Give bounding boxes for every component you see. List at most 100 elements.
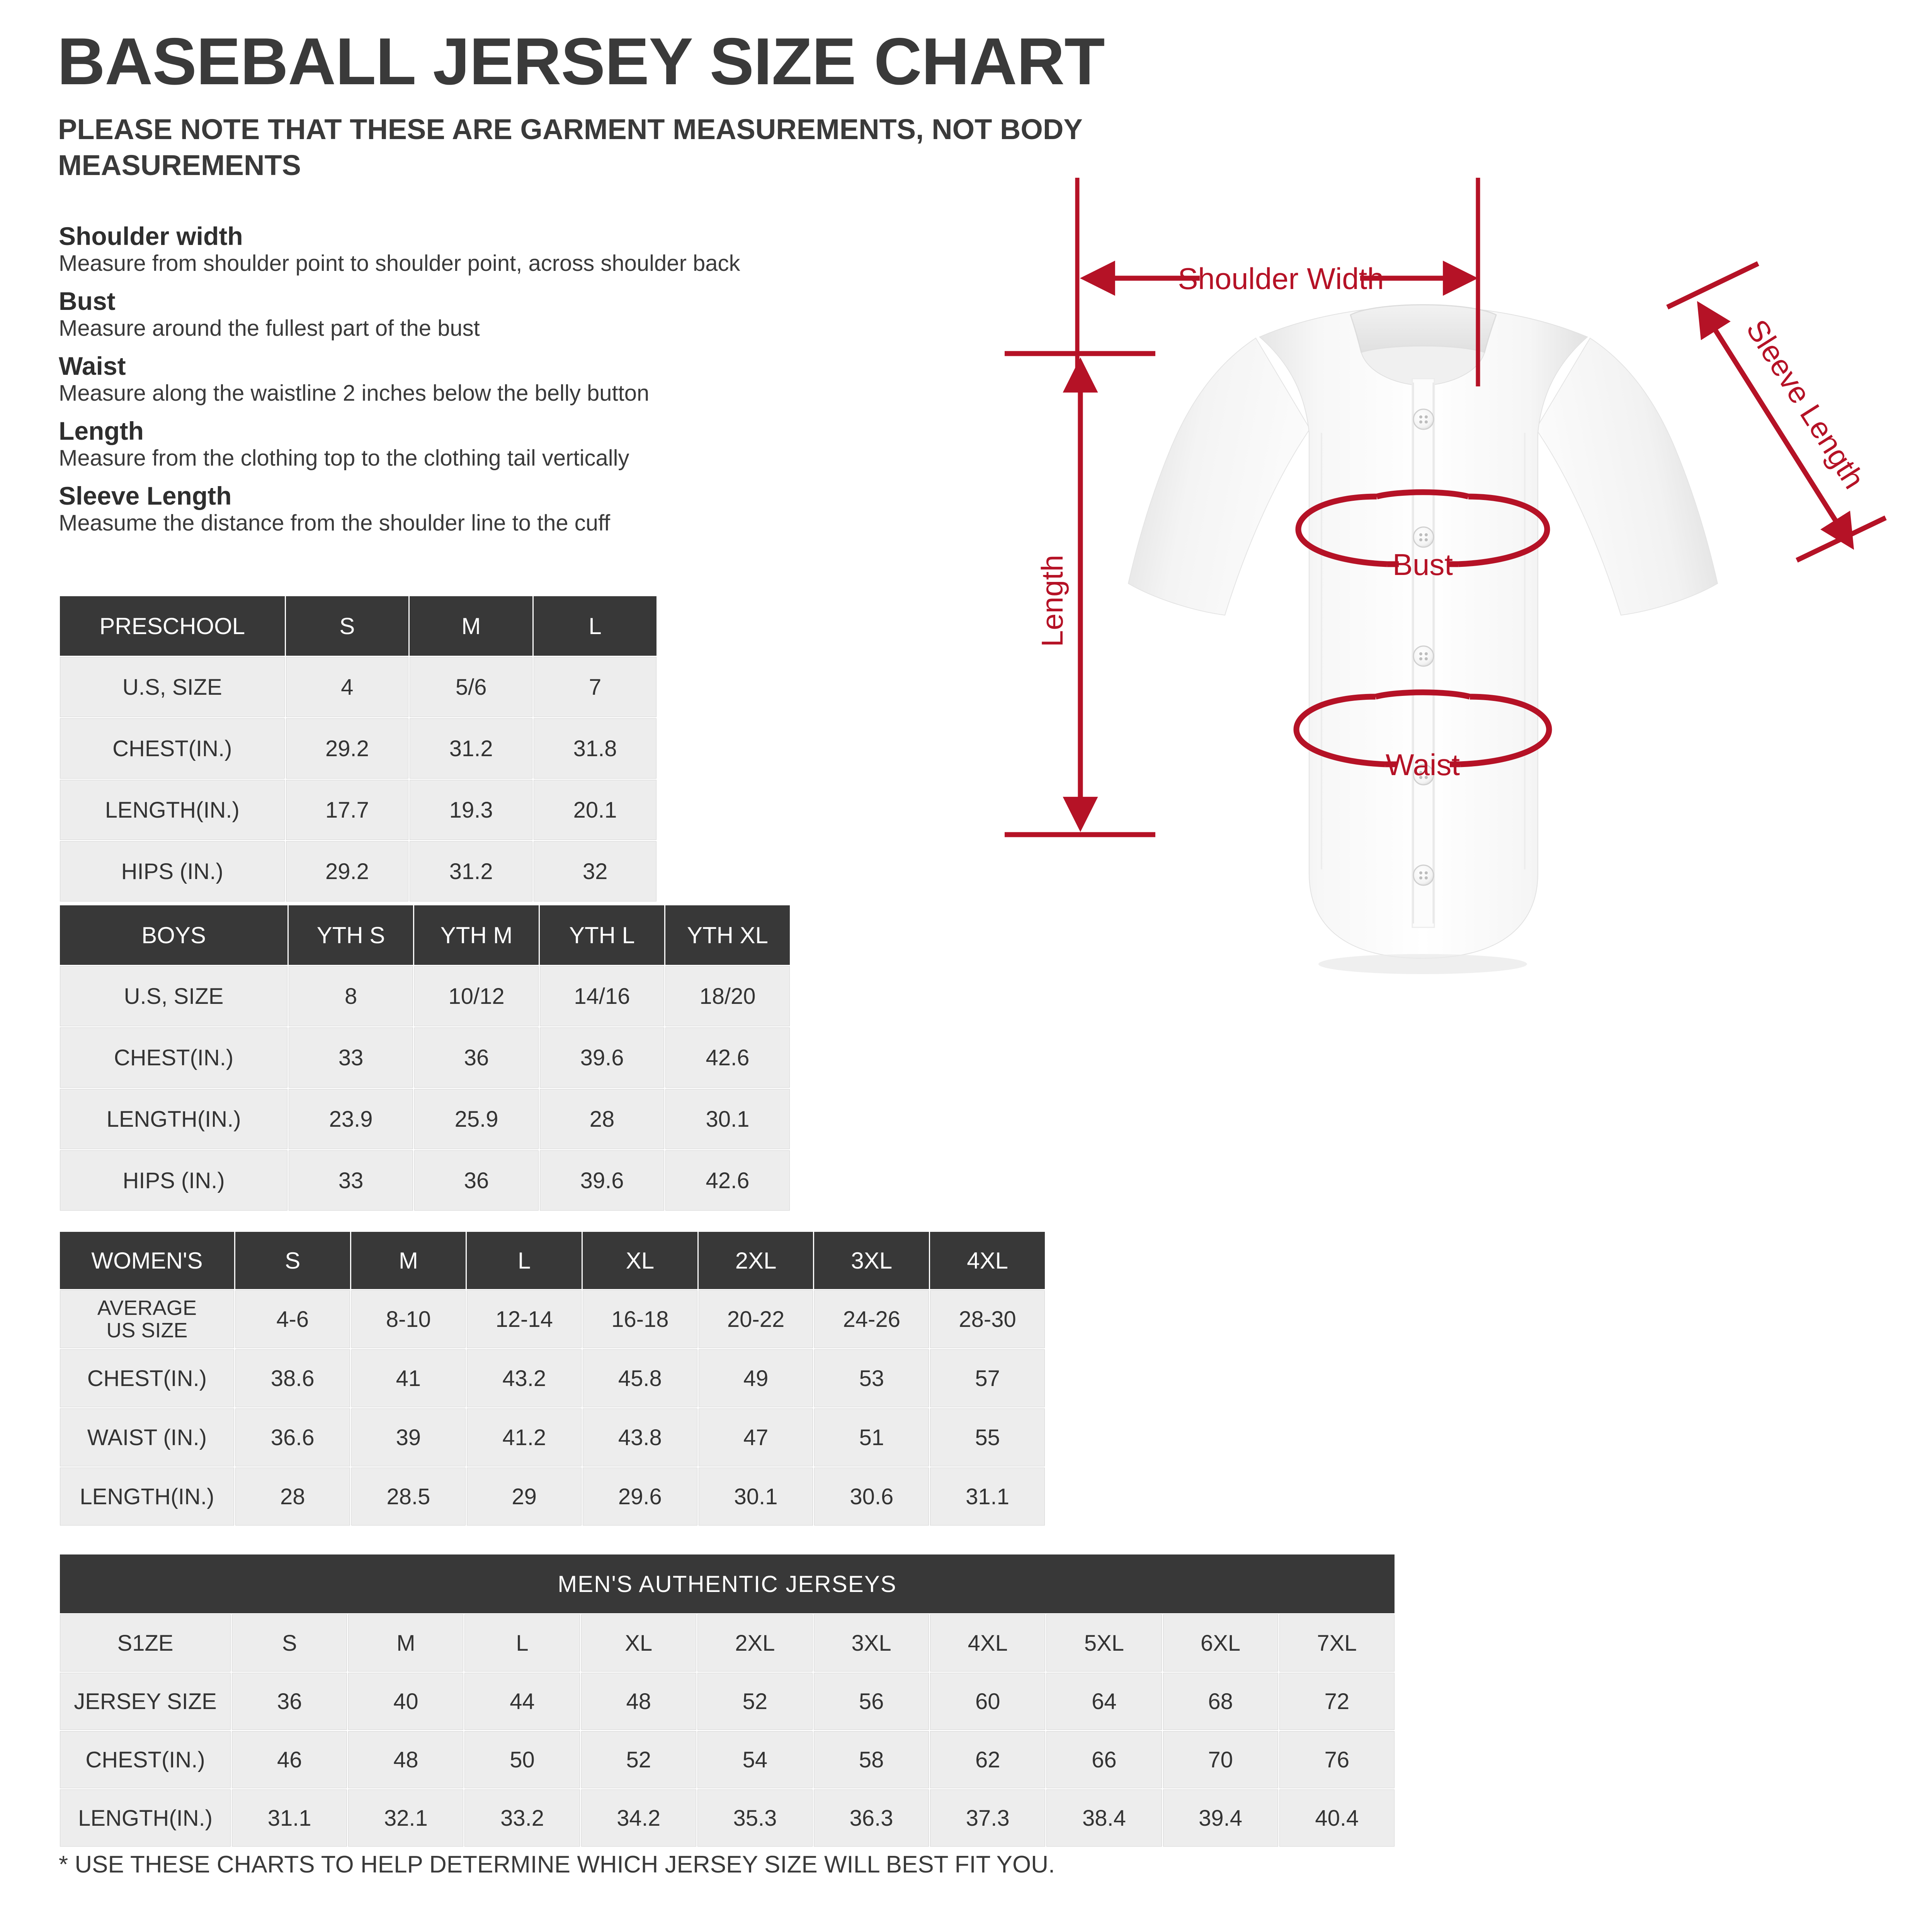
table-header-row: BOYS YTH S YTH M YTH L YTH XL [60,905,790,965]
jersey-diagram: Shoulder Width Bust Waist Length Sleeve … [989,162,1917,1128]
table-cell: 40.4 [1279,1789,1395,1847]
table-cell: 8-10 [351,1290,466,1348]
table-row: CHEST(IN.) 46 48 50 52 54 58 62 66 70 76 [60,1731,1395,1788]
table-cell: 8 [289,966,413,1026]
table-cell: 31.2 [410,718,533,779]
definition-term: Bust [59,287,116,316]
jersey-illustration [1128,304,1718,974]
table-cell: 53 [814,1349,929,1407]
table-cell: 50 [464,1731,580,1788]
boys-size-table: BOYS YTH S YTH M YTH L YTH XL U.S, SIZE … [59,904,791,1212]
table-cell: 25.9 [414,1089,539,1149]
mens-size-table: MEN'S AUTHENTIC JERSEYS S1ZE S M L XL 2X… [59,1553,1396,1848]
jersey-collar [1350,304,1497,353]
table-cell: 70 [1163,1731,1278,1788]
preschool-size-table: PRESCHOOL S M L U.S, SIZE 4 5/6 7 CHEST(… [59,595,658,903]
table-cell: 30.1 [665,1089,790,1149]
table-cell: 43.2 [467,1349,582,1407]
mens-table-banner: MEN'S AUTHENTIC JERSEYS [60,1554,1395,1613]
table-cell: 49 [698,1349,813,1407]
definition-term: Length [59,417,144,446]
table-cell: 43.8 [583,1408,697,1466]
table-row: WAIST (IN.) 36.6 39 41.2 43.8 47 51 55 [60,1408,1045,1466]
table-cell: 36 [414,1027,539,1088]
row-label: U.S, SIZE [60,657,285,717]
column-header: S [286,596,409,656]
bust-ellipse-right [1458,493,1550,567]
table-cell: 37.3 [930,1789,1046,1847]
table-cell: 29.2 [286,718,409,779]
button [1413,864,1434,886]
column-header: 3XL [814,1232,929,1289]
table-cell: 40 [348,1673,464,1730]
table-cell: 29 [467,1468,582,1526]
table-cell: 24-26 [814,1290,929,1348]
row-label: CHEST(IN.) [60,1731,231,1788]
column-header: L [467,1232,582,1289]
table-cell: 33 [289,1150,413,1211]
table-cell: 41 [351,1349,466,1407]
row-label: HIPS (IN.) [60,1150,288,1211]
table-cell: 17.7 [286,780,409,840]
definition-term: Sleeve Length [59,481,232,510]
definition-term: Waist [59,352,126,381]
column-header: 4XL [930,1232,1045,1289]
table-cell: 52 [581,1731,696,1788]
table-cell: 31.1 [930,1468,1045,1526]
table-cell: 20-22 [698,1290,813,1348]
table-cell: 66 [1046,1731,1162,1788]
sleeve-length-cap-bottom [1796,515,1887,563]
table-cell: 35.3 [697,1789,813,1847]
table-cell: 38.4 [1046,1789,1162,1847]
table-cell: 55 [930,1408,1045,1466]
measurement-annotations [1005,178,1887,837]
button [1413,645,1434,667]
column-header: BOYS [60,905,288,965]
table-row: U.S, SIZE 8 10/12 14/16 18/20 [60,966,790,1026]
table-row: CHEST(IN.) 33 36 39.6 42.6 [60,1027,790,1088]
table-row: LENGTH(IN.) 28 28.5 29 29.6 30.1 30.6 31… [60,1468,1045,1526]
table-cell: 36.3 [813,1789,929,1847]
table-cell: 60 [930,1673,1046,1730]
table-cell: 64 [1046,1673,1162,1730]
waist-ellipse-left [1293,694,1386,767]
table-cell: 29.6 [583,1468,697,1526]
table-cell: 42.6 [665,1027,790,1088]
table-row: U.S, SIZE 4 5/6 7 [60,657,656,717]
table-cell: 29.2 [286,841,409,901]
jersey-right-sleeve [1535,337,1718,616]
table-row: HIPS (IN.) 33 36 39.6 42.6 [60,1150,790,1211]
table-row: S1ZE S M L XL 2XL 3XL 4XL 5XL 6XL 7XL [60,1614,1395,1672]
column-header: YTH XL [665,905,790,965]
table-cell: 12-14 [467,1290,582,1348]
table-cell: 42.6 [665,1150,790,1211]
table-cell: 72 [1279,1673,1395,1730]
table-cell: 33.2 [464,1789,580,1847]
table-cell: 19.3 [410,780,533,840]
table-cell: 56 [813,1673,929,1730]
table-cell: 6XL [1163,1614,1278,1672]
jersey-shadow [1318,954,1527,974]
table-cell: 41.2 [467,1408,582,1466]
row-label: WAIST (IN.) [60,1408,234,1466]
table-row: AVERAGE US SIZE 4-6 8-10 12-14 16-18 20-2… [60,1290,1045,1348]
table-cell: 18/20 [665,966,790,1026]
definition-term: Shoulder width [59,222,243,250]
table-cell: 4XL [930,1614,1046,1672]
row-label: LENGTH(IN.) [60,780,285,840]
table-cell: 16-18 [583,1290,697,1348]
table-row: LENGTH(IN.) 17.7 19.3 20.1 [60,780,656,840]
table-cell: 76 [1279,1731,1395,1788]
definition-bust: Bust Measure around the fullest part of … [59,287,986,341]
table-cell: 31.2 [410,841,533,901]
table-cell: 4 [286,657,409,717]
table-cell: 68 [1163,1673,1278,1730]
waist-ellipse-right [1460,694,1552,767]
table-cell: 62 [930,1731,1046,1788]
table-cell: 48 [348,1731,464,1788]
row-label: LENGTH(IN.) [60,1089,288,1149]
table-banner-row: MEN'S AUTHENTIC JERSEYS [60,1554,1395,1613]
row-label: S1ZE [60,1614,231,1672]
button [1413,526,1434,548]
table-header-row: PRESCHOOL S M L [60,596,656,656]
